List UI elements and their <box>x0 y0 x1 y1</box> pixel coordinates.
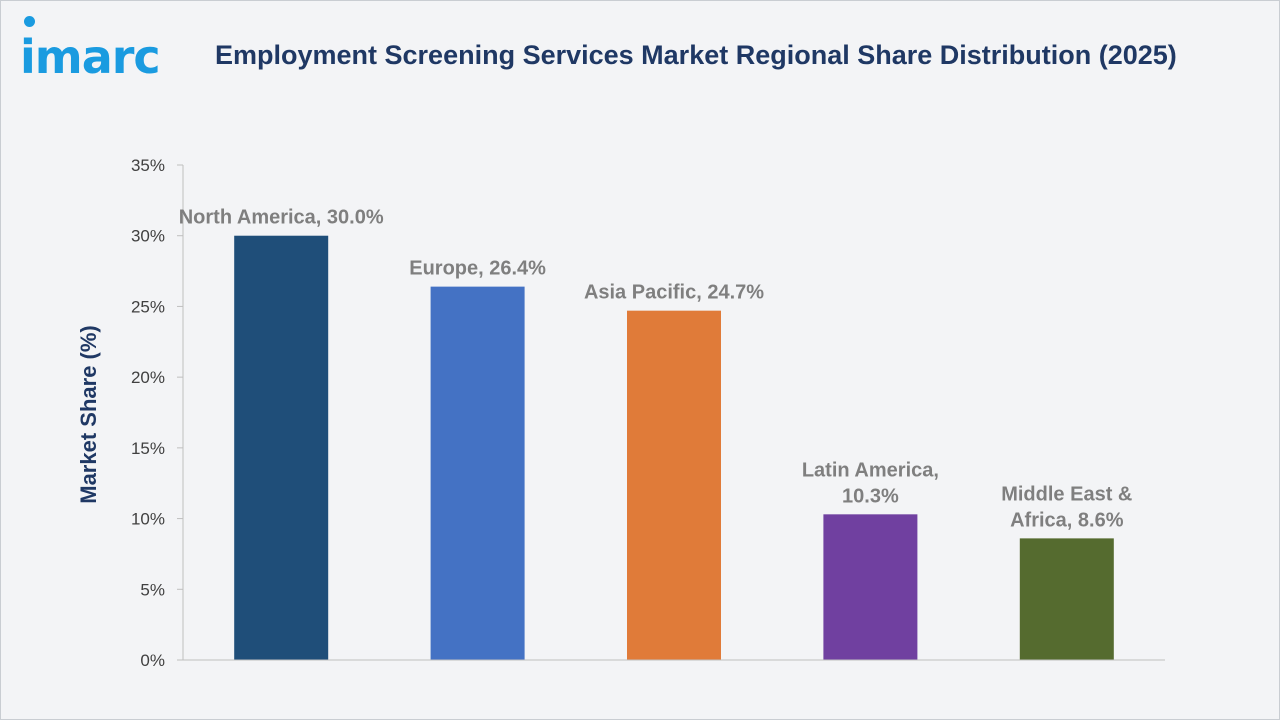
bar-data-label: Latin America, <box>802 459 939 481</box>
bar-data-label: Europe, 26.4% <box>409 258 546 280</box>
imarc-logo: imarc <box>20 30 161 84</box>
y-tick-label: 35% <box>131 156 165 175</box>
bar <box>823 514 918 660</box>
y-tick-label: 30% <box>131 227 165 246</box>
y-tick-label: 0% <box>140 651 165 670</box>
chart-title: Employment Screening Services Market Reg… <box>215 40 1177 70</box>
y-axis-title: Market Share (%) <box>76 325 101 504</box>
y-tick-label: 25% <box>131 297 165 316</box>
y-tick-label: 10% <box>131 510 165 529</box>
bar <box>430 286 525 660</box>
bar-data-label: North America, 30.0% <box>179 207 384 229</box>
bar-data-label: Africa, 8.6% <box>1010 509 1124 531</box>
bar-data-label: Asia Pacific, 24.7% <box>584 282 764 304</box>
bar-data-label: Middle East & <box>1001 483 1132 505</box>
bar <box>627 310 721 660</box>
y-tick-label: 20% <box>131 368 165 387</box>
bar <box>234 235 329 660</box>
y-tick-label: 5% <box>140 580 165 599</box>
bar-data-label: 10.3% <box>842 485 899 507</box>
logo-dot <box>24 16 35 27</box>
bar <box>1019 538 1114 660</box>
y-tick-label: 15% <box>131 439 165 458</box>
